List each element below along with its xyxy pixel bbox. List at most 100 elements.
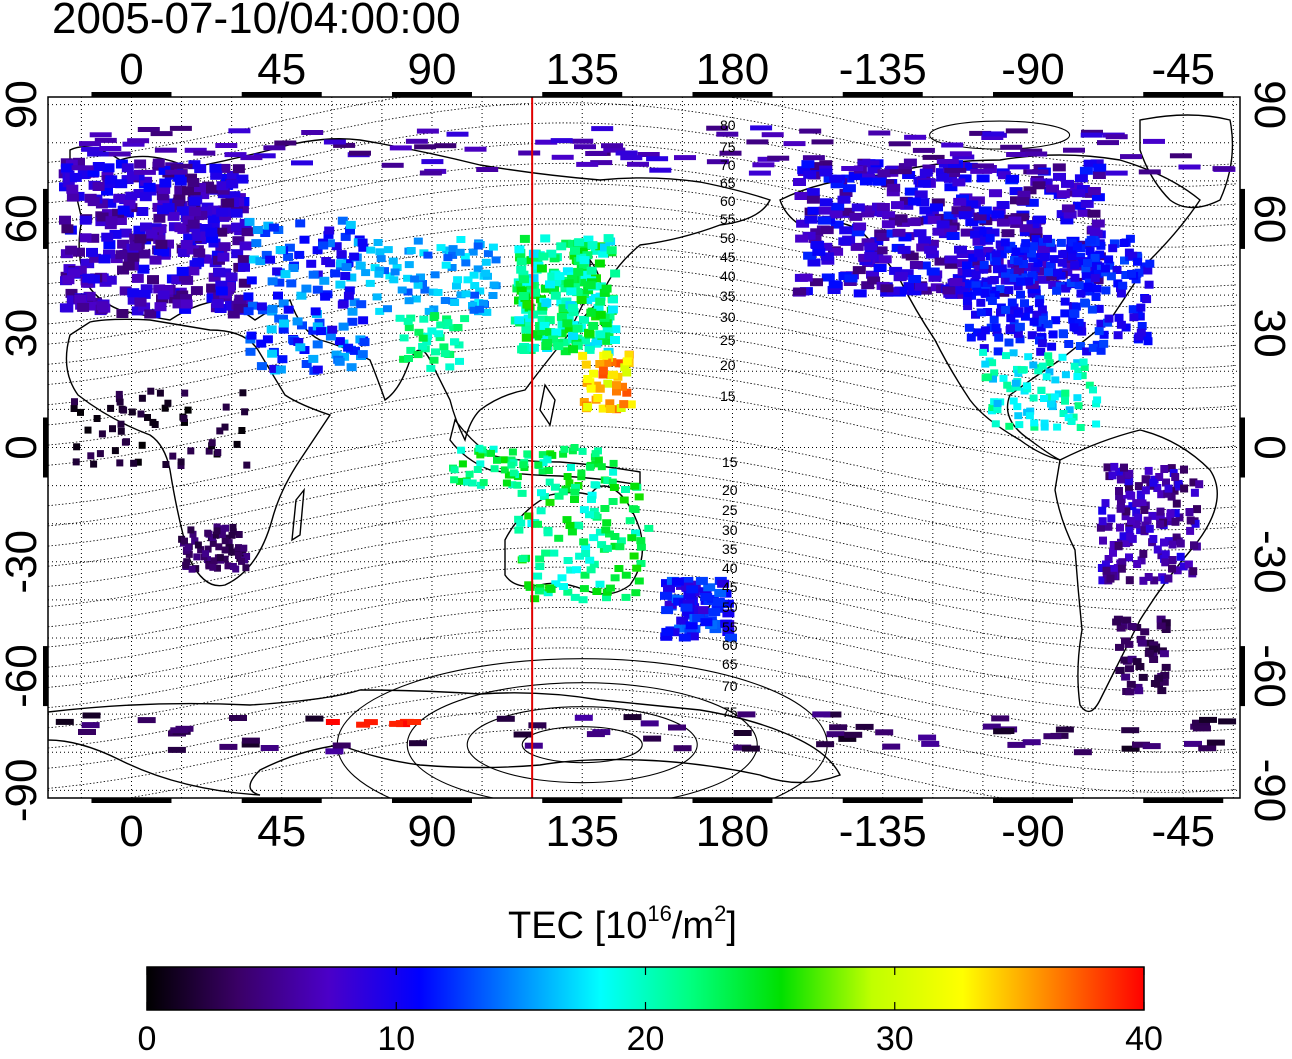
- tec-cell: [92, 162, 105, 171]
- tec-cell: [365, 279, 375, 287]
- tec-cell: [535, 563, 545, 570]
- tec-cell: [539, 493, 549, 500]
- tec-cell: [1180, 484, 1189, 493]
- tec-cell: [235, 544, 242, 552]
- tec-cell: [1090, 159, 1104, 168]
- tec-cell: [1153, 545, 1162, 554]
- tec-cell: [87, 167, 100, 177]
- tec-cell: [206, 293, 219, 303]
- frame-tick: [542, 798, 623, 803]
- tec-cell: [61, 303, 74, 313]
- tec-cell: [470, 282, 480, 289]
- tec-cell: [252, 226, 263, 234]
- tec-cell: [1082, 347, 1092, 356]
- tec-cell: [1161, 626, 1171, 633]
- tec-cell: [443, 254, 453, 262]
- tec-cell: [981, 277, 991, 286]
- tec-cell: [996, 308, 1005, 317]
- contour-line: [48, 526, 1237, 612]
- tec-cell: [567, 303, 578, 312]
- tec-cell: [246, 276, 257, 285]
- tec-cell: [590, 481, 599, 489]
- tec-cell: [1132, 499, 1141, 508]
- tec-cell: [992, 257, 1002, 266]
- tec-cell: [245, 347, 256, 356]
- tec-cell: [535, 139, 558, 145]
- tec-cell: [1002, 352, 1010, 360]
- tec-cell: [545, 498, 555, 506]
- tec-cell: [605, 405, 615, 413]
- tec-cell: [248, 255, 259, 264]
- tec-cell: [537, 315, 548, 324]
- tec-cell: [347, 317, 358, 326]
- tec-cell: [101, 232, 114, 242]
- tec-cell: [162, 203, 175, 213]
- tec-cell: [182, 561, 190, 569]
- tec-cell: [1015, 335, 1025, 344]
- tec-cell: [469, 306, 479, 314]
- frame-tick: [1240, 646, 1245, 707]
- tec-cell: [1009, 303, 1019, 312]
- tec-cell: [720, 619, 733, 628]
- tec-cell: [376, 255, 386, 263]
- tec-cell: [978, 206, 992, 215]
- tec-cell: [116, 398, 124, 406]
- tec-cell: [448, 251, 458, 259]
- tec-cell: [979, 265, 989, 274]
- tec-cell: [1085, 381, 1094, 389]
- tec-cell: [674, 155, 696, 161]
- tec-cell: [1162, 478, 1170, 487]
- tec-cell: [932, 227, 946, 236]
- tec-cell: [887, 183, 901, 192]
- colorbar-ticks: [146, 967, 1145, 1010]
- tec-cell: [752, 162, 775, 168]
- tec-cell: [208, 238, 221, 248]
- tec-cell: [445, 363, 455, 371]
- tec-cell: [77, 170, 90, 180]
- tec-cell: [312, 365, 323, 374]
- tec-cell: [1121, 512, 1130, 521]
- tec-cell: [82, 273, 95, 283]
- tec-cell: [947, 169, 960, 178]
- tec-cell: [82, 712, 101, 719]
- tec-cell: [150, 131, 173, 137]
- tec-cell: [563, 588, 573, 596]
- tec-cell: [979, 260, 989, 269]
- contour-line: [48, 122, 1237, 208]
- tec-cell: [430, 271, 440, 279]
- tec-cell: [523, 314, 534, 323]
- tec-cell: [99, 146, 122, 151]
- tec-cell: [1125, 526, 1134, 535]
- coastline-madagascar: [291, 487, 305, 542]
- tec-cell: [992, 265, 1002, 274]
- right-lat-label: -30: [1245, 530, 1292, 594]
- tec-cell: [1098, 517, 1107, 526]
- tec-cell: [319, 276, 330, 285]
- tec-cell: [95, 199, 108, 209]
- tec-cell: [603, 234, 614, 243]
- tec-cell: [664, 600, 677, 609]
- tec-cell: [405, 138, 428, 144]
- contour-label: 45: [722, 579, 738, 595]
- tec-cell: [228, 548, 236, 556]
- tec-cell: [545, 280, 555, 289]
- tec-cell: [1105, 134, 1128, 140]
- tec-cell: [991, 250, 1001, 259]
- tec-cell: [537, 489, 546, 497]
- tec-cell: [117, 239, 130, 249]
- tec-cell: [1074, 318, 1084, 327]
- tec-cell: [202, 550, 210, 558]
- tec-cell: [997, 171, 1011, 180]
- tec-cell: [340, 272, 351, 280]
- tec-cell: [161, 404, 169, 412]
- tec-cell: [556, 312, 567, 321]
- contour-label: 25: [720, 332, 736, 348]
- tec-cell: [193, 150, 216, 156]
- tec-cell: [93, 415, 101, 422]
- tec-cell: [491, 256, 501, 264]
- tec-cell: [1121, 673, 1131, 681]
- tec-cell: [138, 249, 151, 259]
- tec-cell: [134, 458, 142, 466]
- tec-cell: [436, 244, 446, 252]
- tec-cell: [591, 126, 614, 132]
